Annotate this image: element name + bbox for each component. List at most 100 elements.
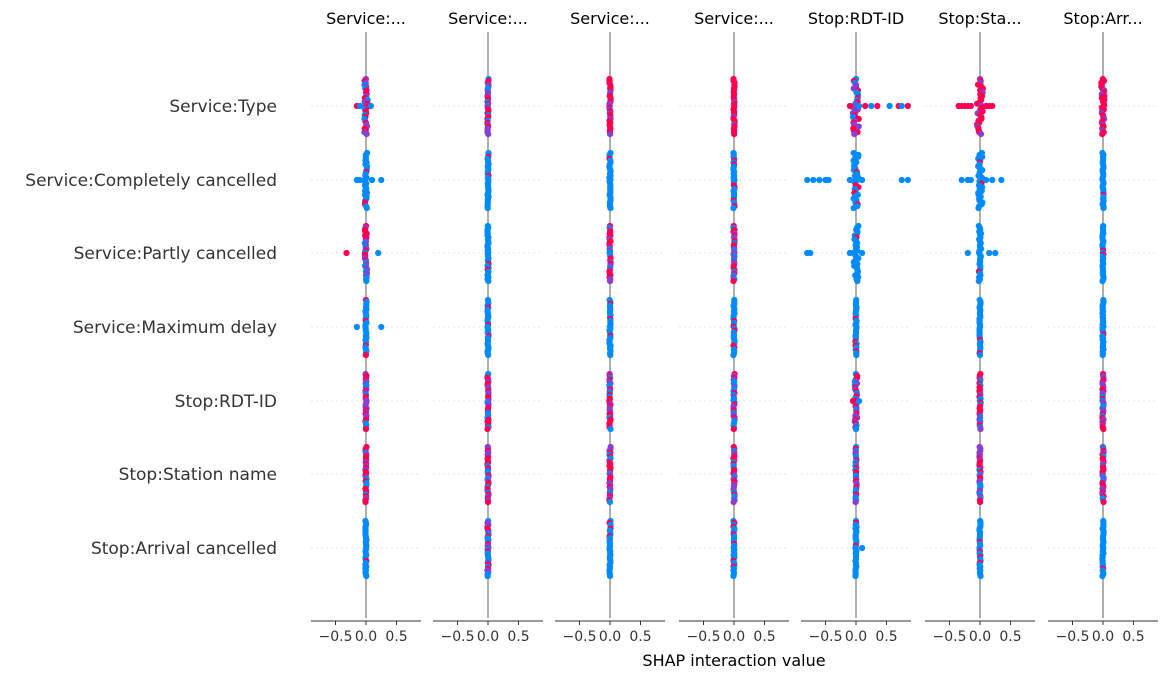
data-point bbox=[730, 573, 737, 580]
data-point bbox=[977, 499, 984, 506]
outlier-point bbox=[886, 102, 893, 110]
outlier-point bbox=[846, 176, 854, 184]
outlier-point bbox=[825, 176, 832, 184]
outlier-point bbox=[989, 176, 996, 184]
outlier-point bbox=[904, 176, 911, 184]
outlier-point bbox=[859, 544, 866, 552]
outlier-point bbox=[958, 176, 965, 184]
outlier-point bbox=[375, 249, 382, 257]
data-point bbox=[730, 352, 737, 359]
row-label: Stop:RDT-ID bbox=[175, 392, 277, 412]
data-point bbox=[607, 426, 614, 433]
x-axis-title: SHAP interaction value bbox=[642, 651, 825, 670]
outlier-point bbox=[862, 102, 869, 110]
x-tick-label: 0.0 bbox=[969, 629, 991, 645]
row-label: Stop:Station name bbox=[119, 465, 277, 485]
outlier-point bbox=[849, 397, 857, 405]
data-point bbox=[852, 426, 860, 433]
outlier-point bbox=[898, 102, 905, 110]
data-point bbox=[1099, 352, 1106, 359]
outlier-point bbox=[989, 102, 996, 110]
data-point bbox=[851, 131, 858, 138]
outlier-point bbox=[859, 249, 866, 257]
data-point bbox=[854, 278, 861, 285]
data-point bbox=[1100, 205, 1107, 212]
data-point bbox=[977, 426, 984, 433]
x-tick-label: 0.0 bbox=[355, 629, 377, 645]
data-point bbox=[1100, 499, 1107, 506]
data-point bbox=[855, 123, 862, 130]
data-point bbox=[606, 278, 614, 285]
data-point bbox=[363, 131, 370, 138]
row-label: Service:Completely cancelled bbox=[25, 171, 277, 191]
outlier-point bbox=[807, 249, 814, 257]
x-tick-label: −0.5 bbox=[687, 629, 721, 645]
outlier-point bbox=[816, 176, 823, 184]
panel-title: Service:... bbox=[694, 9, 774, 28]
data-point bbox=[606, 499, 614, 506]
panel-title: Stop:RDT-ID bbox=[808, 9, 904, 28]
data-point bbox=[1099, 278, 1106, 285]
outlier-point bbox=[356, 102, 363, 110]
outlier-point bbox=[859, 176, 866, 184]
outlier-point bbox=[353, 323, 360, 331]
x-tick-label: 0.0 bbox=[477, 629, 499, 645]
outlier-point bbox=[874, 102, 881, 110]
data-point bbox=[362, 499, 369, 506]
x-tick-label: 0.5 bbox=[385, 629, 407, 645]
x-tick-label: 0.0 bbox=[845, 629, 867, 645]
data-point bbox=[607, 131, 614, 138]
outlier-point bbox=[967, 102, 974, 110]
panel-title: Service:... bbox=[448, 9, 528, 28]
outlier-point bbox=[904, 102, 911, 110]
data-point bbox=[976, 352, 984, 359]
data-point bbox=[363, 573, 370, 580]
outlier-point bbox=[846, 102, 854, 110]
panel-title: Stop:Arr... bbox=[1063, 9, 1142, 28]
data-point bbox=[731, 131, 738, 138]
data-point bbox=[730, 278, 737, 285]
data-point bbox=[977, 131, 985, 138]
outlier-point bbox=[378, 176, 385, 184]
data-point bbox=[363, 278, 370, 285]
data-point bbox=[362, 352, 369, 359]
data-point bbox=[485, 131, 492, 138]
data-point bbox=[730, 426, 737, 433]
data-point bbox=[485, 352, 492, 359]
x-tick-label: 0.5 bbox=[753, 629, 775, 645]
outlier-point bbox=[868, 102, 875, 110]
panel-title: Service:... bbox=[570, 9, 650, 28]
x-tick-label: −0.5 bbox=[563, 629, 597, 645]
x-tick-label: 0.5 bbox=[1122, 629, 1144, 645]
data-point bbox=[852, 573, 859, 580]
x-tick-label: −0.5 bbox=[809, 629, 843, 645]
x-tick-label: 0.0 bbox=[599, 629, 621, 645]
outlier-point bbox=[378, 323, 385, 331]
x-tick-label: 0.5 bbox=[999, 629, 1021, 645]
data-point bbox=[607, 205, 614, 212]
outlier-point bbox=[992, 249, 999, 257]
outlier-point bbox=[967, 176, 974, 184]
x-tick-label: −0.5 bbox=[1056, 629, 1090, 645]
data-point bbox=[363, 205, 370, 212]
panel-title: Stop:Sta... bbox=[938, 9, 1021, 28]
outlier-point bbox=[855, 397, 863, 405]
outlier-point bbox=[855, 102, 863, 110]
x-tick-label: −0.5 bbox=[441, 629, 475, 645]
outlier-point bbox=[369, 176, 376, 184]
x-tick-label: 0.5 bbox=[507, 629, 529, 645]
data-point bbox=[975, 278, 982, 285]
row-label: Service:Partly cancelled bbox=[74, 244, 277, 264]
data-point bbox=[975, 205, 982, 212]
data-point bbox=[850, 205, 857, 212]
outlier-point bbox=[810, 176, 817, 184]
row-label: Service:Maximum delay bbox=[73, 318, 277, 338]
outlier-point bbox=[356, 176, 363, 184]
x-tick-label: 0.0 bbox=[723, 629, 745, 645]
row-label: Service:Type bbox=[169, 97, 277, 117]
outlier-point bbox=[964, 249, 971, 257]
data-point bbox=[485, 278, 492, 285]
data-point bbox=[853, 352, 860, 359]
